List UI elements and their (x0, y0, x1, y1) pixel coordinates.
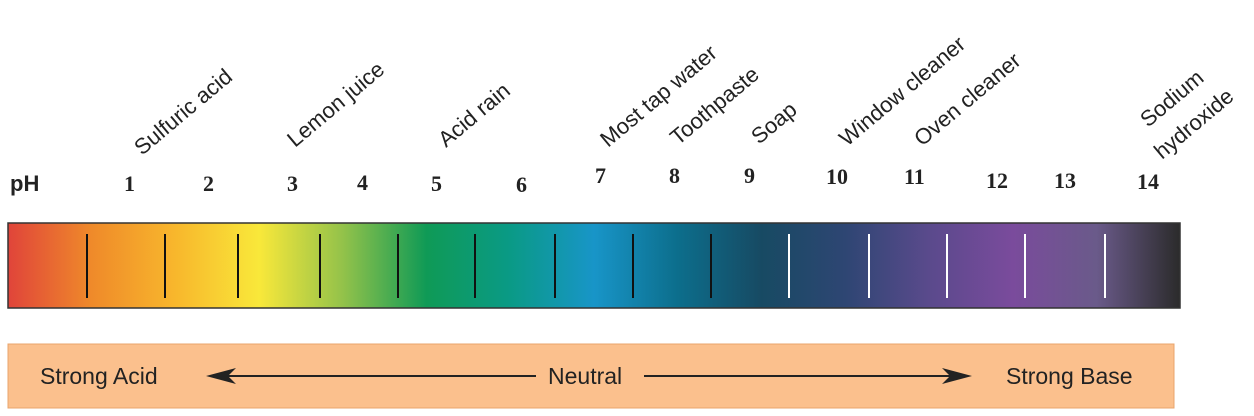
ph-number-7: 7 (595, 163, 606, 188)
ph-number-14: 14 (1137, 169, 1159, 194)
ph-number-6: 6 (516, 172, 527, 197)
ph-number-12: 12 (986, 168, 1008, 193)
ph-number-11: 11 (904, 164, 925, 189)
ph-number-2: 2 (203, 171, 214, 196)
ph-label: pH (10, 171, 39, 196)
ph-number-8: 8 (669, 163, 680, 188)
ph-number-13: 13 (1054, 168, 1076, 193)
substance-label-sulfuric-acid: Sulfuric acid (129, 64, 237, 160)
right-arrowhead (942, 368, 972, 384)
ph-number-5: 5 (431, 171, 442, 196)
neutral-label: Neutral (548, 363, 622, 389)
substance-label-soap: Soap (746, 97, 801, 149)
ph-bar-ticks (86, 234, 1106, 298)
ph-number-4: 4 (357, 170, 368, 195)
substance-label-most-tap-water: Most tap water (595, 40, 722, 152)
ph-number-10: 10 (826, 164, 848, 189)
acid-base-scale-box (7, 343, 1175, 409)
left-arrowhead (206, 368, 236, 384)
substance-label-window-cleaner: Window cleaner (834, 31, 970, 151)
strong-acid-label: Strong Acid (40, 363, 158, 389)
ph-number-row: 1 2 3 4 5 6 7 8 9 10 11 12 13 14 (124, 163, 1159, 197)
strong-base-label: Strong Base (1006, 363, 1133, 389)
ph-number-1: 1 (124, 171, 135, 196)
ph-number-9: 9 (744, 163, 755, 188)
substance-label-lemon-juice: Lemon juice (282, 56, 389, 151)
ph-number-3: 3 (287, 171, 298, 196)
ph-color-bar (7, 222, 1181, 309)
substance-label-acid-rain: Acid rain (433, 78, 515, 152)
